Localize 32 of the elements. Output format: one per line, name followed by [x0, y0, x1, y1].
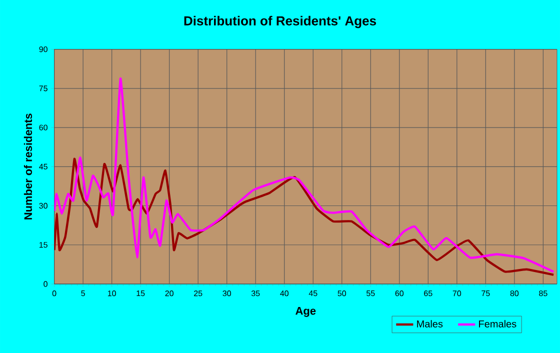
x-tick-label: 25: [194, 290, 202, 296]
x-tick-label: 85: [539, 290, 548, 296]
x-tick-label: 30: [222, 290, 231, 296]
x-tick-label: 35: [251, 290, 260, 296]
y-tick-label: 30: [39, 202, 48, 209]
x-tick-label: 45: [308, 290, 318, 296]
y-tick-label: 60: [39, 124, 48, 130]
legend-label: Females: [479, 320, 516, 328]
y-tick-label: 15: [39, 242, 48, 248]
y-tick-label: 75: [39, 86, 48, 92]
x-tick-label: 55: [366, 290, 375, 296]
x-tick-label: 60: [395, 290, 404, 296]
x-tick-label: 5: [81, 290, 85, 296]
y-tick-label: 0: [44, 281, 48, 287]
x-tick-label: 15: [136, 290, 145, 296]
x-tick-label: 50: [338, 290, 346, 296]
x-axis-title: Age: [296, 307, 316, 317]
x-tick-label: 65: [424, 290, 432, 296]
y-tick-label: 90: [39, 46, 48, 52]
y-tick-label: 45: [39, 164, 48, 170]
x-tick-label: 40: [280, 290, 289, 296]
chart-title: Distribution of Residents' Ages: [184, 16, 376, 28]
x-tick-label: 75: [482, 290, 490, 296]
x-tick-label: 80: [510, 290, 519, 296]
legend-label: Males: [417, 320, 443, 328]
y-axis-title: Number of residents: [24, 114, 32, 220]
x-tick-label: 10: [108, 290, 116, 296]
line-series: [54, 77, 555, 273]
x-tick-label: 70: [452, 290, 462, 296]
x-tick-label: 0: [52, 290, 56, 296]
line-series: [54, 158, 555, 276]
x-tick-label: 20: [165, 290, 174, 296]
